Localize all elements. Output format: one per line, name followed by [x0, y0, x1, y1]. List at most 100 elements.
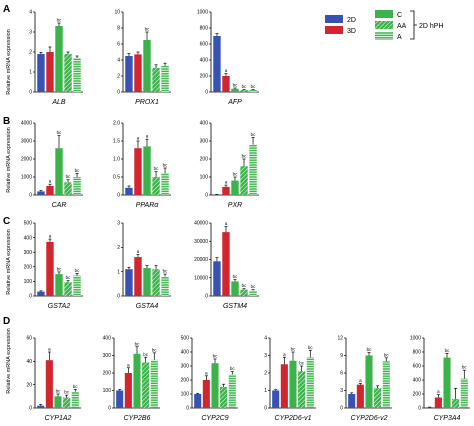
chart-alb-bar-3d [46, 52, 54, 92]
panels: 01234bcALB0246810bcPROX10200400600800100… [21, 10, 470, 422]
chart-cyp2d6-v1-bar-aa [298, 371, 306, 408]
chart-pxr-gene-label: PXR [228, 202, 242, 209]
chart-cyp2d6-v2-bar-aa [374, 388, 382, 408]
chart-alb-tick-label-3: 3 [29, 30, 32, 36]
chart-car-bar-2d [37, 191, 45, 195]
chart-pxr-sig-label-c: bc [233, 172, 239, 177]
legend-label-aa: AA [397, 23, 407, 30]
chart-cyp3a4-tick-label-1: 200 [413, 392, 422, 398]
chart-cyp3a4-sig-label-c: bc [445, 348, 451, 353]
chart-cyp3a4-tick-label-0: 0 [418, 406, 421, 412]
chart-cyp2d6-v1-gene-label: CYP2D6-v1 [275, 415, 312, 422]
chart-gsta4: 0 1 2 3 a bc GSTA4 [117, 221, 171, 310]
panel-letter-a: A [3, 4, 10, 15]
chart-pxr-tick-label-3: 300 [200, 139, 209, 145]
chart-gsta4-tick-label-3: 3 [117, 221, 120, 227]
chart-car-tick-label-4: 4000 [21, 121, 32, 127]
chart-cyp1a2-tick-label-0: 0 [29, 406, 32, 412]
chart-cyp1a2-gene-label: CYP1A2 [45, 415, 72, 422]
chart-pxr-sig-label-3d: a [225, 180, 228, 185]
chart-cyp3a4-tick-label-5: 1000 [410, 336, 421, 342]
chart-gsta2-sig-label-3d: a [49, 234, 52, 239]
chart-cyp2c9-bar-3d [202, 380, 210, 408]
legend-swatch-aa [375, 21, 393, 29]
chart-cyp2d6-v1-tick-label-4: 4 [264, 336, 267, 342]
chart-alb-tick-label-0: 0 [29, 90, 32, 96]
chart-ppar-tick-label-1: 0.5 [113, 175, 120, 181]
chart-cyp2d6-v2-bar-a [382, 361, 390, 408]
chart-cyp1a2-tick-label-2: 40 [26, 359, 32, 365]
chart-alb-tick-label-2: 2 [29, 50, 32, 56]
ylabel-row-c: Relative mRNA expression [6, 229, 12, 294]
chart-cyp1a2-bar-3d [45, 360, 53, 408]
chart-car-sig-label-3d: a [49, 179, 52, 184]
chart-ppar-tick-label-3: 1.5 [113, 139, 120, 145]
chart-car-bar-a [73, 177, 81, 195]
chart-gsta2-tick-label-1: 100 [24, 279, 33, 285]
chart-cyp2b6-tick-label-2: 200 [103, 371, 112, 377]
chart-cyp1a2-bar-c [54, 396, 62, 408]
chart-gsta2-gene-label: GSTA2 [48, 303, 71, 310]
ylabel-row-a: Relative mRNA expression [6, 29, 12, 94]
chart-prox1-gene-label: PROX1 [135, 99, 159, 106]
chart-gstm4-sig-label-aa: bc [242, 283, 248, 288]
chart-gsta4-bar-3d [134, 257, 142, 296]
chart-prox1-bar-c [143, 40, 151, 92]
legend-label-3d: 3D [347, 28, 356, 35]
chart-gsta4-sig-label-3d: a [137, 249, 140, 254]
chart-gstm4-tick-label-3: 30000 [194, 239, 208, 245]
chart-ppar-sig-label-aa: bc [154, 166, 160, 171]
chart-cyp2b6-sig-label-a: bc [152, 347, 158, 352]
chart-car-bar-3d [46, 186, 54, 195]
chart-ppar-sig-label-a: bc [163, 163, 169, 168]
chart-cyp2d6-v2-tick-label-2: 6 [340, 371, 343, 377]
chart-cyp2d6-v2-bar-3d [356, 384, 364, 408]
chart-cyp2b6-bar-3d [124, 373, 132, 408]
chart-gsta2-bar-a [73, 275, 81, 296]
chart-cyp3a4-tick-label-4: 800 [413, 350, 422, 356]
chart-car-tick-label-1: 1000 [21, 175, 32, 181]
chart-cyp2b6-bar-a [150, 359, 158, 408]
chart-ppar-bar-a [161, 173, 169, 195]
chart-gstm4-sig-label-3d: a [225, 221, 228, 226]
chart-alb-bar-c [55, 26, 63, 92]
chart-cyp1a2-sig-label-aa: bc [64, 390, 70, 395]
chart-alb-bar-aa [64, 54, 72, 92]
chart-prox1-bar-a [161, 65, 169, 92]
chart-cyp2b6-tick-label-1: 100 [103, 388, 112, 394]
chart-cyp2b6-tick-label-3: 300 [103, 353, 112, 359]
chart-afp-tick-label-2: 400 [200, 58, 209, 64]
chart-cyp3a4-tick-label-3: 600 [413, 364, 422, 370]
chart-gsta4-tick-label-0: 0 [117, 294, 120, 300]
chart-cyp2b6-gene-label: CYP2B6 [124, 415, 151, 422]
legend-swatch-3d [325, 26, 343, 34]
chart-cyp1a2-bar-a [71, 391, 79, 408]
chart-cyp2b6-sig-label-aa: bc [143, 352, 149, 357]
panel-letter-d: D [3, 316, 10, 327]
chart-ppar-tick-label-0: 0 [117, 193, 120, 199]
chart-cyp2c9-bar-2d [194, 394, 202, 408]
chart-gsta2-bar-2d [37, 291, 45, 296]
chart-prox1-tick-label-1: 2 [117, 74, 120, 80]
chart-ppar-tick-label-2: 1.0 [113, 157, 120, 163]
chart-cyp2d6-v1-sig-label-3d: a [283, 352, 286, 357]
chart-cyp2c9-tick-label-4: 400 [181, 350, 190, 356]
chart-gstm4-gene-label: GSTM4 [223, 303, 247, 310]
chart-cyp2c9-bar-aa [220, 387, 228, 408]
chart-cyp2d6-v2-tick-label-3: 9 [340, 353, 343, 359]
chart-ppar-gene-label: PPARα [136, 202, 160, 209]
chart-cyp2b6-tick-label-0: 0 [108, 406, 111, 412]
chart-prox1: 0 2 4 6 8 10 bc PROX1 [114, 10, 171, 106]
chart-gsta2-bar-aa [64, 282, 72, 296]
chart-cyp2d6-v2-tick-label-1: 3 [340, 388, 343, 394]
chart-gstm4-bar-aa [240, 289, 248, 296]
chart-cyp2d6-v2-gene-label: CYP2D6-v2 [351, 415, 388, 422]
chart-cyp2d6-v2-tick-label-4: 12 [337, 336, 343, 342]
chart-cyp1a2-tick-label-3: 60 [26, 336, 32, 342]
chart-cyp2d6-v2-bar-2d [348, 394, 356, 408]
panel-letter-b: B [3, 116, 10, 127]
chart-prox1-bar-3d [134, 54, 142, 92]
legend-group-label: 2D hPH [419, 23, 444, 30]
